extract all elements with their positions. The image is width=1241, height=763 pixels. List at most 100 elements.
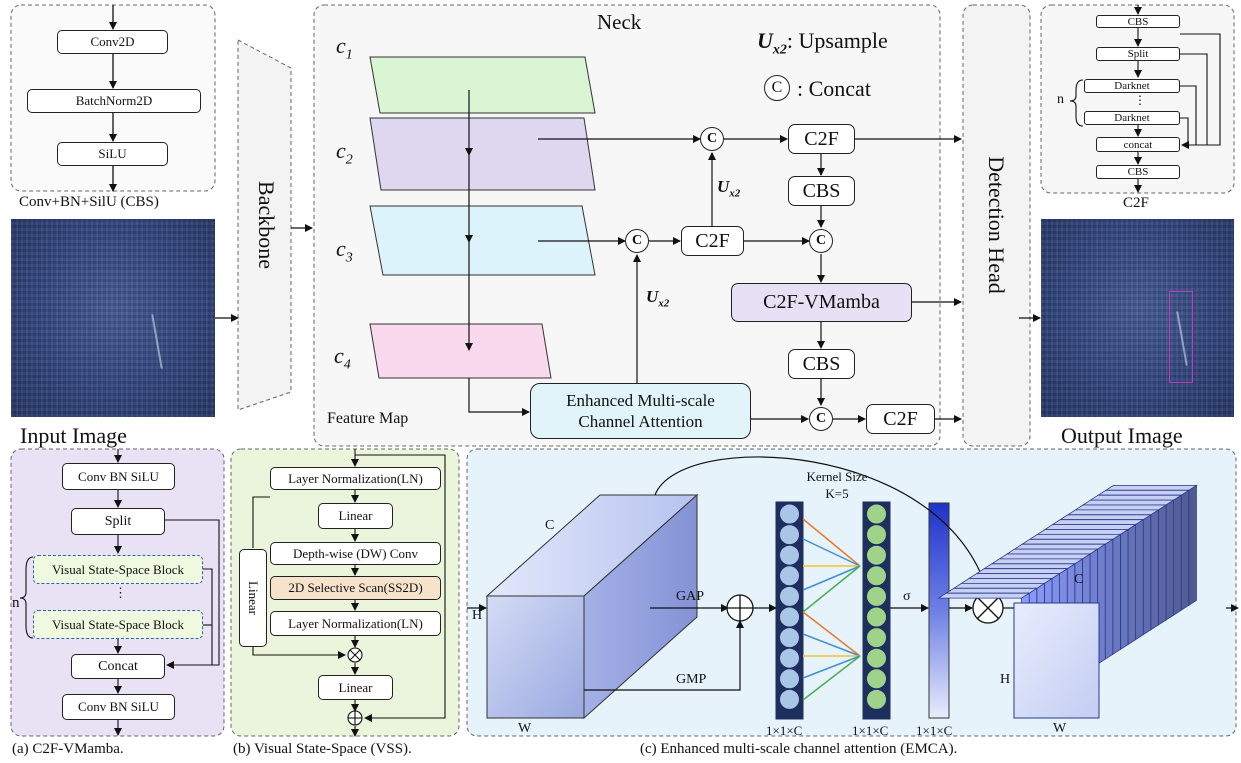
output-slice-top	[1096, 489, 1191, 496]
output-slice	[1150, 509, 1159, 631]
c3-name: c	[336, 236, 346, 261]
vector-2-cell	[866, 565, 887, 587]
vss-side-in	[252, 496, 270, 548]
c2f-panel-cbs-bottom: CBS	[1096, 165, 1180, 179]
output-image-label: Output Image	[1061, 423, 1183, 448]
vector-1-cell	[779, 688, 800, 710]
output-slice	[1173, 494, 1182, 616]
vss-dwconv: Depth-wise (DW) Conv	[270, 542, 441, 565]
output-slice-top	[1104, 484, 1198, 491]
output-slice	[1120, 528, 1129, 651]
output-slice-top	[1058, 514, 1153, 521]
vm-dots: ⋮	[114, 585, 127, 600]
vss-caption: (b) Visual State-Space (VSS).	[233, 741, 412, 757]
vm-vss-block-2: Visual State-Space Block	[33, 610, 203, 639]
output-slice-top	[1066, 509, 1160, 516]
k-line	[802, 611, 861, 657]
output-slice-top	[1051, 519, 1145, 525]
vm-n-brace	[19, 556, 34, 639]
output-slice-top	[1013, 543, 1107, 550]
output-slice-top	[1043, 524, 1137, 530]
c2f-panel-caption: C2F	[1123, 195, 1149, 211]
c2f-skip-4	[1180, 117, 1189, 145]
vector-2-cell	[866, 688, 887, 710]
output-slice-top	[990, 558, 1084, 565]
vm-n: n	[12, 595, 20, 611]
vm-conv-top: Conv BN SiLU	[62, 463, 175, 490]
vss-side-out	[252, 647, 346, 659]
output-slice-top	[982, 563, 1077, 570]
concat-node-mid: C	[625, 229, 649, 253]
feature-plane-c1	[369, 56, 596, 114]
vector-2-cell	[866, 668, 887, 690]
emca-line1: Enhanced Multi-scale	[566, 390, 715, 410]
emca-w-label: W	[518, 721, 532, 736]
legend-upsample-text: : Upsample	[786, 28, 888, 53]
vm-concat: Concat	[71, 654, 165, 679]
legend-upsample: Ux2: Upsample	[757, 30, 888, 57]
upsample-label-upper: Ux2	[717, 178, 740, 199]
vm-vss-block-1: Visual State-Space Block	[33, 555, 203, 584]
cbs-box-upper: CBS	[788, 176, 855, 206]
vss-ln-1: Layer Normalization(LN)	[270, 467, 441, 490]
upsample-label-lower: Ux2	[646, 288, 669, 309]
vss-ln-2: Layer Normalization(LN)	[270, 611, 441, 636]
vector-2-circles	[866, 503, 887, 710]
cbs-caption: Conv+BN+SilU (CBS)	[19, 194, 159, 210]
gmp-label: GMP	[676, 672, 707, 687]
detection-head-panel	[962, 4, 1031, 447]
legend-concat-icon: C	[764, 75, 790, 101]
output-slice	[1180, 489, 1190, 611]
ux2-lower-sym: U	[646, 287, 659, 306]
vector-1-cell	[779, 565, 800, 587]
feature-label-c3: c3	[336, 238, 353, 265]
kernel-connections	[802, 518, 861, 701]
identity-skip-curve	[654, 456, 989, 591]
c2f-box-top: C2F	[788, 124, 855, 154]
c2f-panel-concat: concat	[1096, 137, 1180, 152]
feature-plane-c2	[369, 117, 596, 191]
vector-1-cell	[779, 524, 800, 546]
vss-side-linear: Linear	[239, 549, 267, 647]
vss-linear-1: Linear	[318, 503, 393, 529]
out-w-label: W	[1053, 721, 1067, 736]
c1-name: c	[336, 33, 346, 58]
backbone-shape	[237, 39, 292, 411]
output-slice	[1142, 514, 1152, 636]
feature-map-label: Feature Map	[327, 410, 409, 427]
c1-sub: 1	[345, 47, 353, 63]
output-slice-top	[952, 583, 1046, 589]
c2f-box-mid: C2F	[681, 226, 744, 256]
emca-box: Enhanced Multi-scale Channel Attention	[530, 383, 751, 439]
output-slice-top	[1020, 538, 1115, 545]
output-slice-top	[937, 592, 1031, 599]
vector-2-cell	[866, 503, 887, 525]
vector-1-cell	[779, 544, 800, 566]
c2f-panel-cbs-top: CBS	[1096, 15, 1180, 28]
feature-plane-c3	[369, 205, 596, 276]
legend-concat-text: : Concat	[797, 76, 871, 101]
c2f-panel-split: Split	[1096, 47, 1180, 61]
c2f-panel-darknet-1: Darknet	[1084, 79, 1180, 93]
c2f-panel-n: n	[1057, 92, 1064, 107]
output-slice-top	[944, 587, 1039, 594]
emca-c-label: C	[545, 518, 555, 533]
vector-2-cell	[866, 647, 887, 669]
vss-ss2d: 2D Selective Scan(SS2D)	[270, 576, 441, 600]
k-line	[802, 655, 861, 701]
kernel-size-label: Kernel Size K=5	[797, 469, 877, 503]
vector-2-cell	[866, 606, 887, 628]
c2f-n-brace	[1069, 79, 1084, 127]
detection-bbox	[1169, 291, 1193, 383]
vector-1-cell	[779, 503, 800, 525]
vss-residual	[355, 454, 446, 722]
k-line	[802, 565, 861, 613]
c2f-box-bottom: C2F	[866, 404, 935, 434]
output-slice	[1165, 499, 1174, 621]
legend-upsample-symbol: U	[757, 28, 773, 53]
vec1-label: 1×1×C	[766, 723, 803, 738]
output-slice	[1112, 533, 1121, 656]
concat-node-top: C	[700, 127, 724, 151]
vector-1-circles	[779, 503, 800, 710]
